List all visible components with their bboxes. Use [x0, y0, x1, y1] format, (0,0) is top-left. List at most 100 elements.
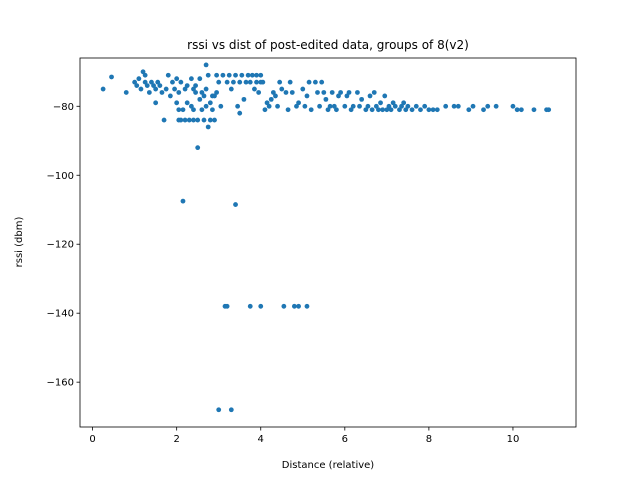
data-point — [409, 107, 415, 113]
data-point — [243, 79, 249, 85]
data-point — [134, 83, 140, 88]
data-point — [146, 90, 152, 95]
data-point — [233, 202, 238, 207]
y-tick-label: −80 — [53, 102, 74, 113]
data-point — [338, 90, 344, 95]
data-point — [165, 72, 171, 78]
data-point — [220, 72, 226, 78]
data-point — [346, 90, 352, 95]
data-point — [308, 107, 314, 113]
data-point — [178, 79, 184, 85]
data-point — [380, 107, 386, 113]
data-point — [228, 407, 234, 413]
data-point — [256, 90, 262, 95]
data-point — [235, 103, 241, 109]
data-point — [386, 103, 392, 109]
data-point — [451, 103, 457, 109]
data-point — [233, 72, 238, 78]
data-point — [348, 107, 354, 113]
x-axis-ticks: 0 2 4 6 8 10 — [89, 427, 519, 445]
data-point — [199, 107, 205, 113]
data-point — [443, 103, 449, 109]
data-point — [279, 86, 285, 92]
data-point — [224, 303, 230, 309]
data-point — [161, 117, 167, 123]
data-point — [205, 72, 211, 78]
data-point — [207, 117, 213, 123]
data-point — [546, 107, 552, 113]
data-point — [426, 107, 432, 113]
data-point — [355, 90, 360, 95]
data-point — [207, 100, 213, 106]
data-point — [289, 90, 295, 95]
data-point — [140, 69, 146, 75]
y-axis-label: rssi (dbm) — [14, 217, 25, 268]
data-point — [384, 107, 390, 113]
x-tick-label: 6 — [342, 434, 348, 445]
data-point — [275, 103, 280, 109]
data-point — [373, 103, 379, 109]
data-point — [178, 117, 184, 123]
data-point — [195, 145, 201, 151]
data-point — [260, 79, 266, 85]
data-point — [466, 107, 472, 113]
data-point — [401, 100, 407, 106]
y-tick-label: −100 — [47, 171, 74, 182]
data-point — [327, 103, 333, 109]
points-layer — [100, 62, 552, 413]
data-point — [180, 107, 186, 113]
data-point — [216, 407, 222, 413]
data-point — [258, 303, 264, 309]
x-tick-label: 10 — [507, 434, 520, 445]
data-point — [155, 79, 161, 85]
data-point — [283, 90, 289, 95]
data-point — [142, 72, 148, 78]
data-point — [329, 90, 335, 95]
data-point — [285, 107, 291, 113]
data-point — [170, 79, 175, 85]
data-point — [241, 96, 247, 102]
data-point — [149, 79, 154, 85]
data-point — [399, 103, 404, 109]
data-point — [210, 107, 215, 113]
data-point — [245, 72, 251, 78]
data-point — [203, 86, 209, 92]
data-point — [321, 90, 327, 95]
data-point — [153, 100, 159, 106]
data-point — [277, 79, 283, 85]
data-point — [317, 103, 322, 109]
data-point — [392, 103, 398, 109]
y-tick-label: −140 — [47, 309, 74, 320]
data-point — [306, 79, 312, 85]
data-point — [531, 107, 537, 113]
data-point — [493, 103, 499, 109]
data-point — [291, 303, 297, 309]
data-point — [174, 76, 180, 82]
data-point — [182, 86, 188, 92]
data-point — [510, 103, 516, 109]
data-point — [132, 79, 138, 85]
data-point — [174, 100, 180, 106]
chart-title: rssi vs dist of post-edited data, groups… — [187, 38, 469, 52]
data-point — [239, 72, 245, 78]
data-point — [201, 93, 207, 99]
data-point — [199, 90, 205, 95]
data-point — [193, 83, 198, 88]
data-point — [378, 100, 383, 106]
data-point — [247, 79, 253, 85]
data-point — [231, 79, 236, 85]
data-point — [342, 103, 348, 109]
data-point — [193, 90, 198, 95]
data-point — [254, 72, 259, 78]
data-point — [376, 107, 381, 113]
data-point — [514, 107, 520, 113]
data-point — [281, 303, 287, 309]
data-point — [109, 74, 114, 80]
data-point — [422, 103, 428, 109]
data-point — [167, 93, 173, 99]
data-point — [315, 90, 320, 95]
data-point — [302, 103, 308, 109]
data-point — [144, 83, 150, 88]
data-point — [214, 90, 220, 95]
data-point — [197, 96, 203, 102]
